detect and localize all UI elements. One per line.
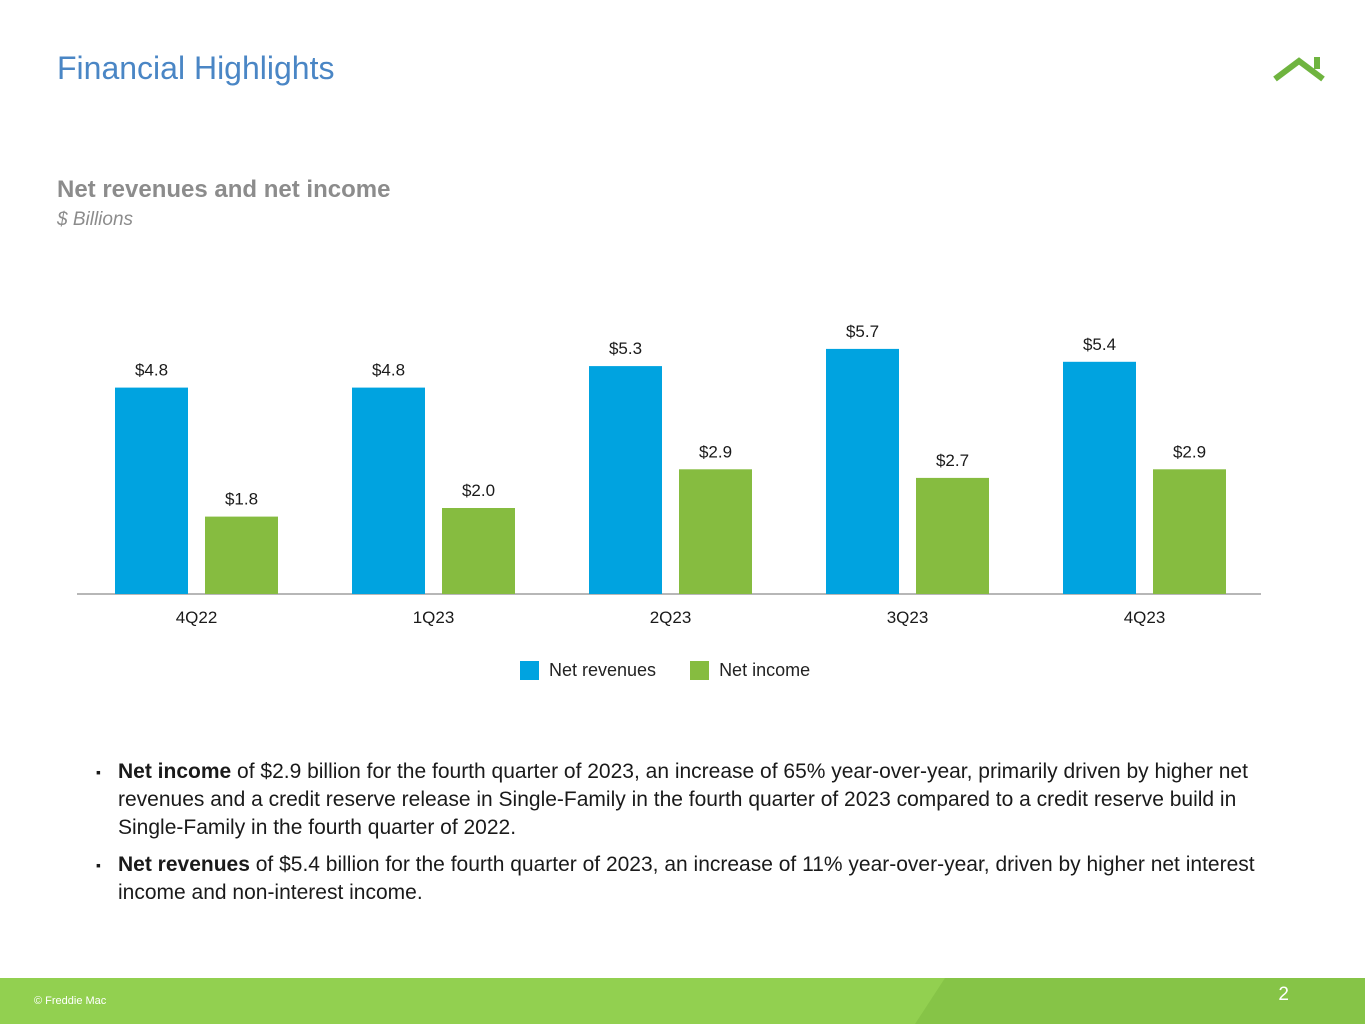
legend-label-net-revenues: Net revenues [549,660,657,680]
data-label-net-revenues-4q23: $5.4 [1083,335,1116,354]
x-tick-label-1q23: 1Q23 [413,608,455,627]
data-label-net-income-2q23: $2.9 [699,442,732,461]
bullet-text: of $5.4 billion for the fourth quarter o… [118,853,1255,904]
chart-title: Net revenues and net income [57,176,391,203]
data-label-net-revenues-1q23: $4.8 [372,361,405,380]
bar-net-revenues-2q23 [589,366,662,594]
bar-net-revenues-1q23 [352,387,425,594]
bullet-heading: Net income [118,760,232,783]
bullet-net-revenues: ▪ Net revenues of $5.4 billion for the f… [96,851,1286,907]
bar-chart: $4.8 $1.8 4Q22 $4.8 $2.0 1Q23 $5.3 $2.9 2Q23 $5.7… [77,322,1261,627]
bullet-heading: Net revenues [118,853,250,876]
data-label-net-revenues-4q22: $4.8 [135,361,168,380]
data-label-net-revenues-2q23: $5.3 [609,339,642,358]
footer-bar: © Freddie Mac 2 [0,978,1365,1024]
data-label-net-revenues-3q23: $5.7 [846,322,879,341]
legend-swatch-net-revenues [520,661,539,680]
legend-label-net-income: Net income [719,660,811,680]
page-title: Financial Highlights [57,50,335,86]
legend-item-net-revenues: Net revenues [520,660,656,681]
bullet-marker: ▪ [96,857,101,873]
data-label-net-income-1q23: $2.0 [462,481,495,500]
house-logo-icon [1273,57,1325,82]
legend-swatch-net-income [690,661,710,680]
bar-net-income-1q23 [442,508,515,594]
chart-subtitle: $ Billions [57,209,134,230]
highlights-list: ▪ Net income of $2.9 billion for the fou… [96,758,1286,916]
copyright-text: © Freddie Mac [34,995,107,1007]
x-tick-label-4q22: 4Q22 [176,608,218,627]
x-tick-label-2q23: 2Q23 [650,608,692,627]
bar-net-income-4q22 [205,516,278,594]
bar-net-income-4q23 [1153,469,1226,594]
page-number: 2 [1278,984,1289,1005]
bar-net-revenues-3q23 [826,348,899,594]
x-tick-label-3q23: 3Q23 [887,608,929,627]
data-label-net-income-4q23: $2.9 [1173,442,1206,461]
bullet-marker: ▪ [96,764,101,780]
bar-net-revenues-4q23 [1063,361,1136,594]
footer-background [0,978,1365,1024]
bullet-net-income: ▪ Net income of $2.9 billion for the fou… [96,758,1286,842]
legend-item-net-income: Net income [690,660,810,681]
bar-net-revenues-4q22 [115,387,188,594]
bar-net-income-2q23 [679,469,752,594]
data-label-net-income-4q22: $1.8 [225,490,258,509]
data-label-net-income-3q23: $2.7 [936,451,969,470]
bar-net-income-3q23 [916,477,989,594]
x-tick-label-4q23: 4Q23 [1124,608,1166,627]
bullet-text: of $2.9 billion for the fourth quarter o… [118,760,1248,839]
chart-legend: Net revenues Net income [520,660,810,681]
